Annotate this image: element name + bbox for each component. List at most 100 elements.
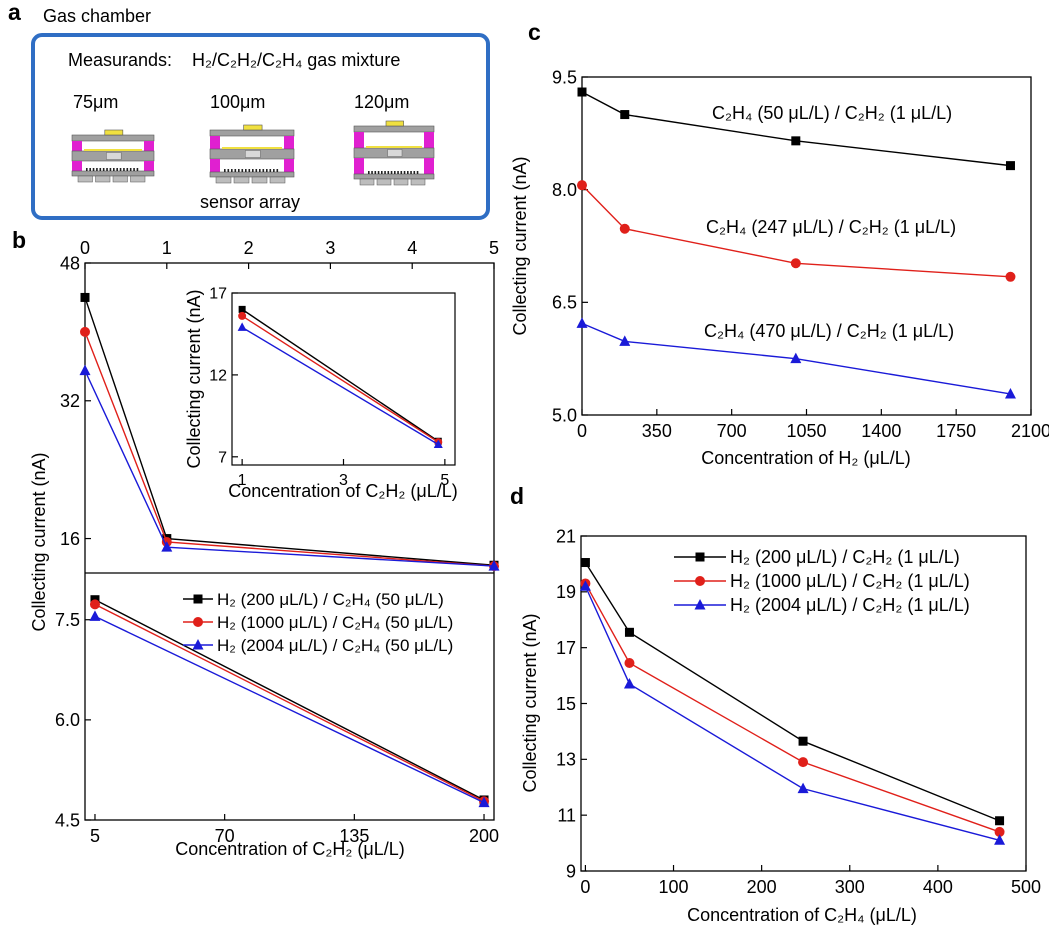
panel-label-a: a — [8, 0, 21, 25]
b-inset-xtick-label: 3 — [339, 472, 348, 489]
sensor-structure-120 — [353, 120, 435, 186]
size-label-100: 100μm — [210, 92, 265, 112]
c-point-s1 — [577, 87, 587, 97]
electrode — [72, 141, 82, 151]
sensor-array-element — [109, 168, 112, 171]
b-ylabel: Collecting current (nA) — [29, 452, 49, 631]
sensor-array-element — [273, 169, 275, 172]
d-xtick-label: 400 — [923, 877, 953, 897]
top-plate — [353, 125, 435, 133]
inset-ylabel: Collecting current (nA) — [184, 289, 204, 468]
d-point-s3 — [994, 834, 1006, 845]
sensor-array-element — [245, 169, 247, 172]
d-xtick-label: 300 — [835, 877, 865, 897]
sensor-array-element — [123, 168, 125, 171]
b-inset-point-s1 — [238, 305, 246, 313]
sensor-array-element — [269, 169, 272, 172]
b-bottom-ytick-label: 7.5 — [55, 610, 80, 630]
d-point-s3 — [579, 580, 591, 591]
chart-c: 0 350 700 1050 1400 1750 2100 5.0 6.5 8.0 9.5 — [552, 67, 1049, 441]
sensor-array-element — [377, 171, 380, 174]
d-ytick-label: 9 — [566, 861, 576, 881]
base-block — [393, 178, 409, 186]
top-pad — [385, 120, 404, 127]
sensor-array-element — [231, 169, 233, 172]
base-block — [359, 178, 375, 186]
c-xtick-label: 2100 — [1011, 421, 1049, 441]
top-plate — [209, 129, 295, 137]
b-xlabel: Concentration of C₂H₂ (μL/L) — [175, 839, 404, 859]
b-legend-marker — [192, 639, 204, 650]
d-legend: H₂ (200 μL/L) / C₂H₂ (1 μL/L) H₂ (1000 μL… — [674, 547, 970, 615]
top-plate — [71, 134, 155, 142]
b-legend-marker — [193, 617, 203, 627]
b-bottom-point-s3 — [478, 796, 490, 808]
electrode — [144, 161, 154, 171]
middle-window — [387, 149, 403, 157]
c-point-s3 — [790, 352, 802, 364]
panel-c-frame — [581, 76, 1032, 416]
d-point-s2 — [798, 757, 809, 768]
panel-a-schematic: Gas chamber Measurands: H₂/C₂H₂/C₂H₄ gas… — [31, 6, 490, 220]
electrode — [210, 159, 220, 172]
b-bottom-series-line-1 — [94, 599, 485, 801]
sensor-array-element — [403, 171, 406, 174]
d-legend-entry: H₂ (200 μL/L) / C₂H₂ (1 μL/L) — [730, 547, 960, 567]
middle-window — [106, 152, 122, 160]
c-point-s1 — [1005, 161, 1015, 171]
panel-d-chart: 0 100 200 300 400 500 9 11 13 15 17 19 21 Concentrat… — [520, 526, 1041, 925]
sensor-array-element — [234, 169, 237, 172]
b-top-xtick-label: 0 — [80, 238, 90, 258]
inset-frame — [231, 292, 456, 466]
gas-chamber-title: Gas chamber — [43, 6, 151, 26]
sensor-array-element — [259, 169, 261, 172]
d-xtick-label: 100 — [659, 877, 689, 897]
sensor-array-element — [416, 171, 419, 174]
b-legend: H₂ (200 μL/L) / C₂H₄ (50 μL/L) H₂ (1000 μ… — [183, 590, 453, 655]
sensor-array-element — [390, 171, 393, 174]
b-inset-point-s3 — [237, 322, 247, 331]
d-ytick-label: 17 — [556, 638, 576, 658]
b-bottom-point-s3 — [89, 610, 101, 621]
sensor-array-element — [371, 171, 373, 174]
electrode — [424, 158, 434, 174]
c-point-s3 — [576, 317, 588, 328]
sensor-array-element — [262, 169, 265, 172]
b-top-point-s1 — [80, 292, 90, 302]
b-bottom-series-line-3 — [94, 615, 485, 804]
b-bottom-ytick-label: 4.5 — [55, 810, 80, 830]
b-top-xtick-label: 4 — [407, 238, 417, 258]
size-label-75: 75μm — [73, 92, 118, 112]
b-bottom-series-line-2 — [94, 603, 485, 802]
b-bottom-point-s2 — [89, 599, 100, 610]
sensor-array-element — [227, 169, 230, 172]
b-inset-xtick-label: 5 — [440, 472, 449, 489]
b-inset-point-s2 — [238, 311, 247, 320]
sensor-array-element — [224, 169, 226, 172]
b-top-ytick-label: 32 — [60, 391, 80, 411]
base-block — [77, 175, 93, 183]
c-point-s1 — [791, 136, 801, 146]
panel-b-frame — [84, 262, 495, 821]
sensor-array-element — [102, 168, 105, 171]
b-top-ytick-label: 48 — [60, 253, 80, 273]
c-ytick-label: 9.5 — [552, 67, 577, 87]
inset-xlabel: Concentration of C₂H₂ (μL/L) — [228, 481, 457, 501]
d-ytick-label: 11 — [557, 805, 576, 825]
d-point-s2 — [624, 658, 635, 669]
sensor-array-element — [368, 171, 370, 174]
b-top-point-s3 — [79, 364, 91, 376]
chart-b-bottom: 5 70 135 200 4.5 6.0 7.5 — [55, 595, 499, 846]
c-point-s2 — [790, 258, 801, 269]
c-xtick-label: 1050 — [786, 421, 826, 441]
sensor-array-element — [136, 168, 139, 171]
sensor-array-element — [266, 169, 268, 172]
b-inset-point-s3 — [433, 439, 443, 449]
sensor-structure-100 — [209, 124, 295, 184]
b-legend-entry: H₂ (2004 μL/L) / C₂H₄ (50 μL/L) — [217, 636, 453, 655]
b-inset-ytick-label: 17 — [209, 286, 227, 303]
d-legend-entry: H₂ (2004 μL/L) / C₂H₂ (1 μL/L) — [730, 595, 970, 615]
b-top-point-s2 — [80, 326, 90, 337]
b-top-xtick-label: 3 — [325, 238, 335, 258]
